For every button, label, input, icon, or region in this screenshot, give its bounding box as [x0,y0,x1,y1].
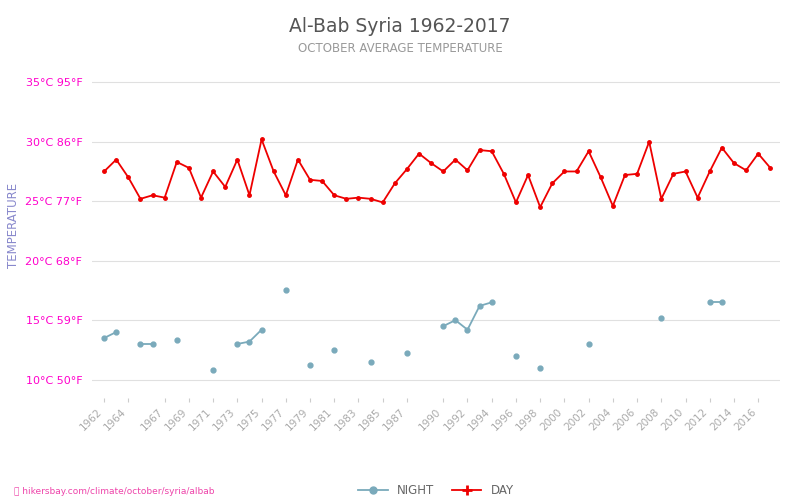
Legend: NIGHT, DAY: NIGHT, DAY [354,480,518,500]
Text: Al-Bab Syria 1962-2017: Al-Bab Syria 1962-2017 [290,18,510,36]
Y-axis label: TEMPERATURE: TEMPERATURE [6,182,20,268]
Text: OCTOBER AVERAGE TEMPERATURE: OCTOBER AVERAGE TEMPERATURE [298,42,502,56]
Text: 📍 hikersbay.com/climate/october/syria/albab: 📍 hikersbay.com/climate/october/syria/al… [14,487,215,496]
